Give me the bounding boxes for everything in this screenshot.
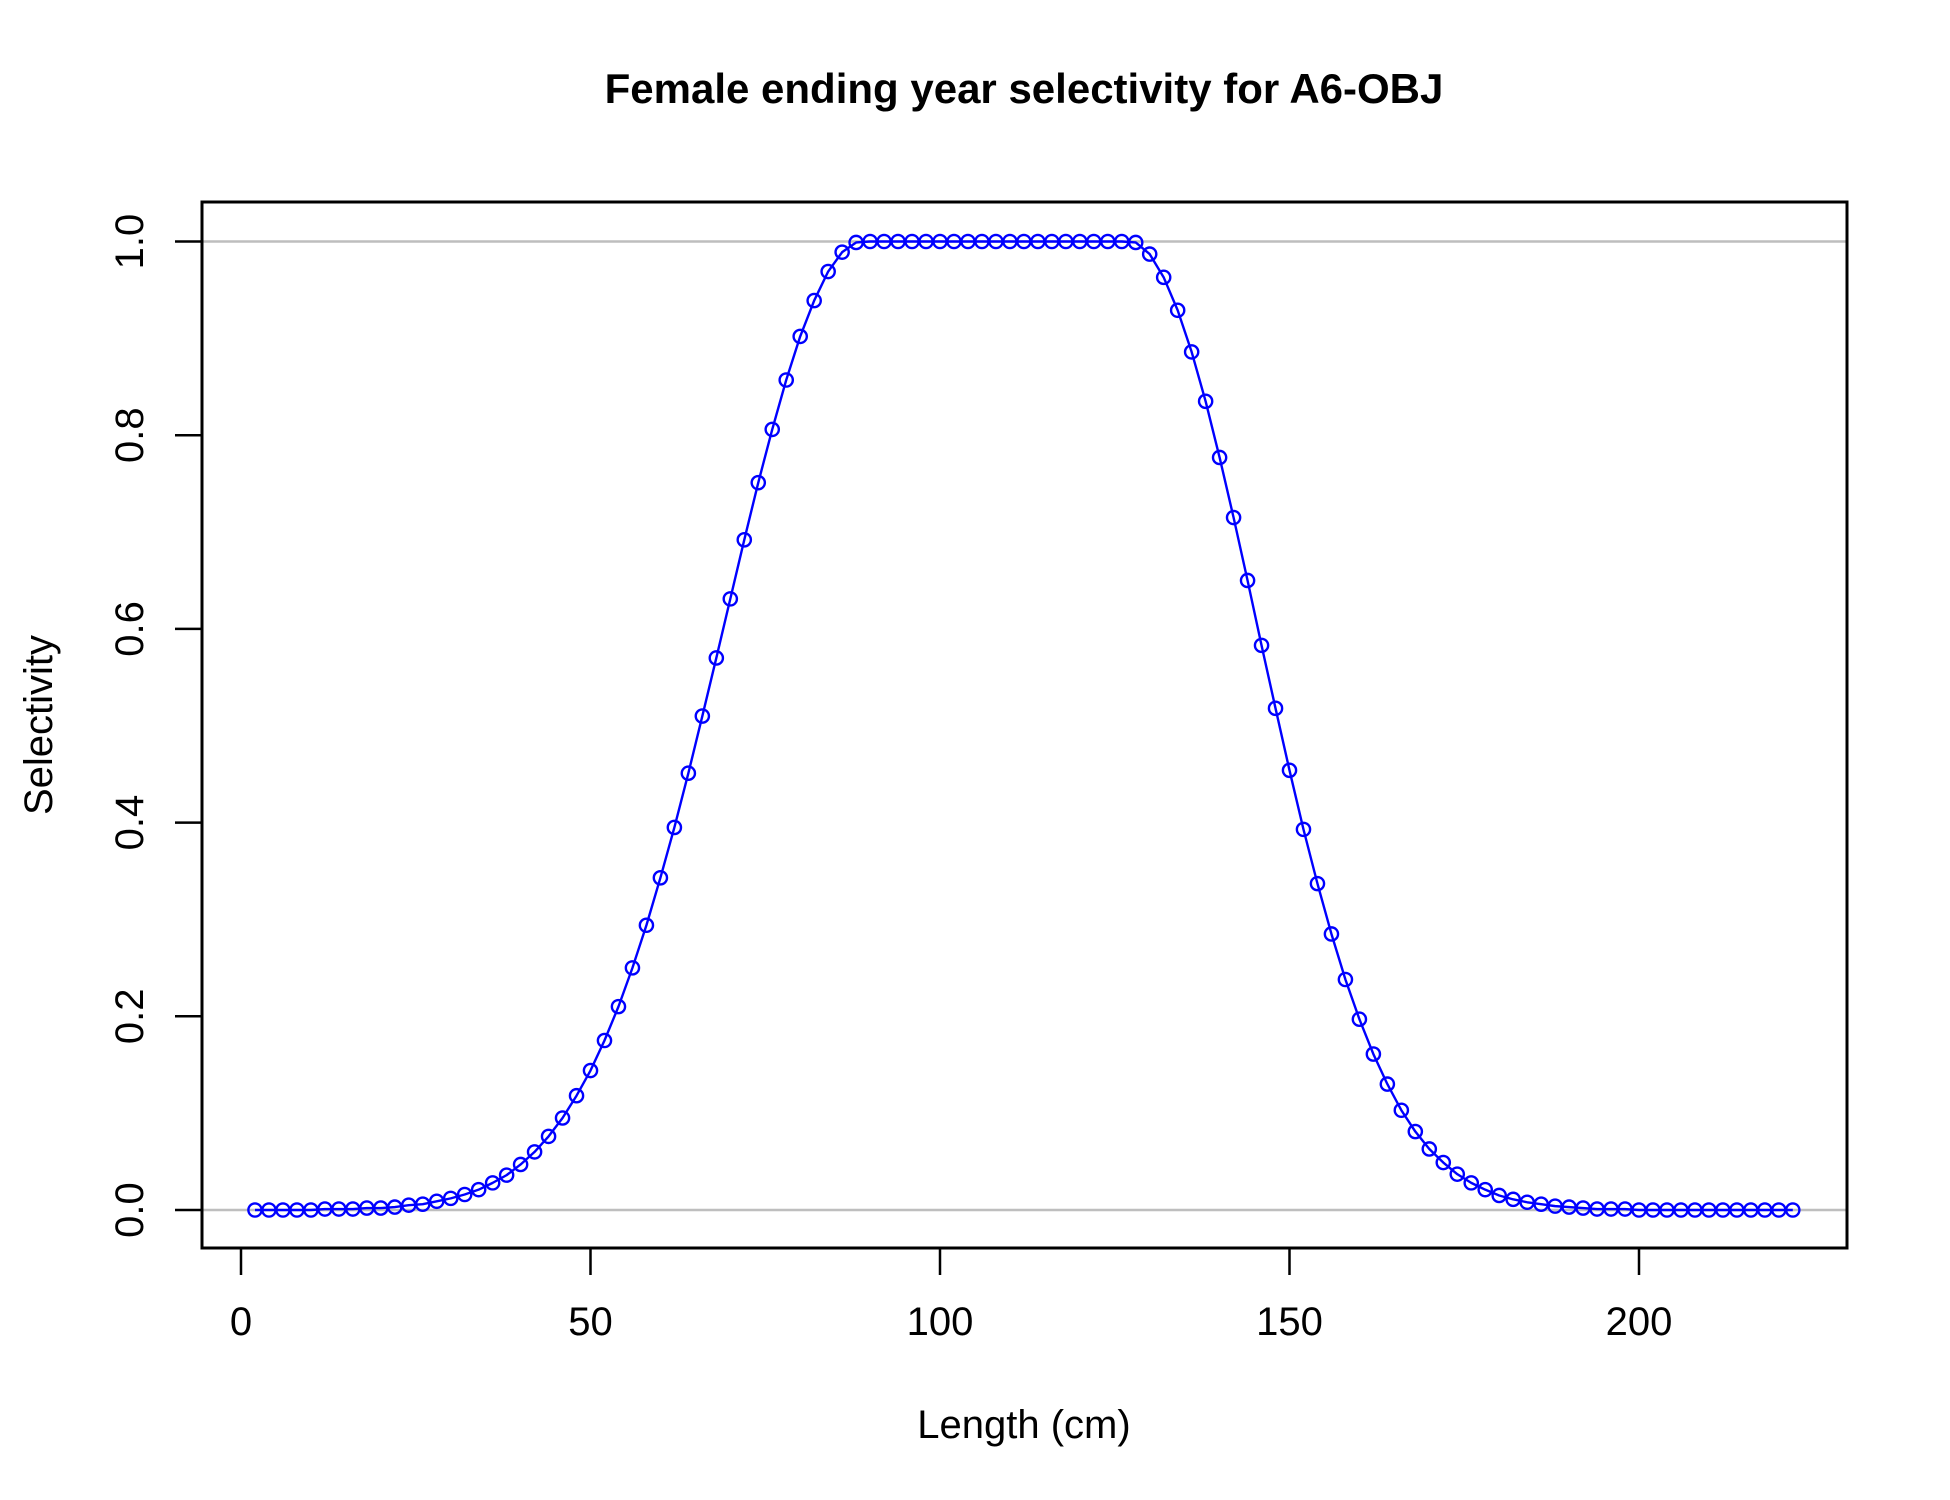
- data-point-marker: [652, 870, 669, 886]
- data-point-marker: [1169, 302, 1186, 319]
- data-point-marker: [540, 1128, 557, 1145]
- data-point-marker: [792, 328, 809, 345]
- data-point-marker: [1477, 1181, 1494, 1198]
- y-axis-title: Selectivity: [17, 635, 61, 815]
- data-point-marker: [722, 591, 739, 607]
- x-tick-label: 0: [230, 1300, 252, 1344]
- x-tick-label: 150: [1256, 1300, 1323, 1344]
- data-point-marker: [1267, 700, 1284, 717]
- axes: 0 50 100 150 200 0.0 0.2 0.4 0.6 0.8 1.0: [108, 214, 1672, 1344]
- y-tick-label: 1.0: [108, 214, 152, 270]
- data-point-marker: [470, 1181, 487, 1198]
- data-point-marker: [1239, 572, 1256, 589]
- data-point-marker: [1365, 1046, 1382, 1062]
- data-point-marker: [708, 650, 725, 666]
- reference-grid-lines: [202, 240, 1847, 1212]
- y-tick-label: 0.2: [108, 988, 152, 1044]
- data-point-marker: [442, 1190, 459, 1207]
- data-point-marker: [1211, 449, 1228, 466]
- data-point-marker: [1337, 971, 1354, 988]
- data-point-marker: [1295, 821, 1312, 838]
- data-point-marker: [456, 1186, 473, 1203]
- data-point-marker: [414, 1196, 431, 1212]
- data-point-marker: [750, 474, 767, 491]
- data-point-marker: [568, 1087, 585, 1104]
- y-tick-label: 0.6: [108, 601, 152, 657]
- data-point-marker: [820, 263, 836, 280]
- data-point-marker: [1449, 1166, 1466, 1182]
- data-point-marker: [1323, 926, 1340, 942]
- x-tick-label: 100: [907, 1300, 974, 1344]
- data-point-marker: [806, 292, 822, 309]
- data-point-marker: [834, 244, 850, 260]
- data-point-marker: [666, 819, 683, 836]
- data-point-marker: [1421, 1141, 1438, 1157]
- chart-title: Female ending year selectivity for A6-OB…: [605, 65, 1444, 112]
- x-tick-label: 200: [1606, 1300, 1673, 1344]
- data-point-marker: [610, 998, 627, 1015]
- plot-border-box: [200, 200, 1849, 1250]
- data-point-marker: [1407, 1123, 1424, 1140]
- data-point-marker: [596, 1032, 613, 1049]
- data-point-marker: [694, 708, 711, 724]
- y-tick-label: 0.4: [108, 795, 152, 851]
- data-point-marker: [554, 1110, 571, 1126]
- data-point-marker: [1351, 1011, 1368, 1028]
- data-point-marker: [1784, 1202, 1801, 1218]
- data-point-marker: [1253, 637, 1270, 654]
- x-tick-label: 50: [568, 1300, 613, 1344]
- series-line: [254, 240, 1793, 1212]
- data-point-marker: [1505, 1191, 1521, 1208]
- data-point-marker: [778, 372, 795, 388]
- data-point-marker: [1491, 1187, 1507, 1204]
- data-point-marker: [1309, 875, 1326, 892]
- data-point-marker: [1155, 269, 1172, 286]
- data-point-marker: [1127, 234, 1144, 251]
- data-point-marker: [764, 421, 781, 438]
- data-point-marker: [498, 1167, 515, 1183]
- data-series: [247, 233, 1801, 1218]
- data-point-marker: [624, 960, 641, 976]
- data-point-marker: [1281, 762, 1298, 779]
- data-point-marker: [1435, 1154, 1452, 1171]
- data-point-marker: [1463, 1175, 1480, 1191]
- data-point-marker: [484, 1175, 501, 1191]
- y-tick-label: 0.0: [108, 1182, 152, 1238]
- data-point-marker: [1197, 393, 1214, 410]
- data-point-marker: [1141, 246, 1158, 262]
- data-point-marker: [736, 531, 753, 548]
- data-point-marker: [526, 1144, 543, 1160]
- data-point-marker: [638, 917, 655, 934]
- data-point-marker: [1393, 1102, 1410, 1119]
- x-axis-title: Length (cm): [917, 1403, 1130, 1447]
- data-point-marker: [1225, 509, 1242, 526]
- data-point-marker: [680, 765, 697, 782]
- data-point-marker: [512, 1156, 529, 1173]
- data-point-marker: [582, 1062, 599, 1079]
- data-point-marker: [1379, 1076, 1396, 1092]
- data-point-marker: [428, 1193, 445, 1210]
- data-point-marker: [1183, 344, 1200, 360]
- y-tick-label: 0.8: [108, 407, 152, 463]
